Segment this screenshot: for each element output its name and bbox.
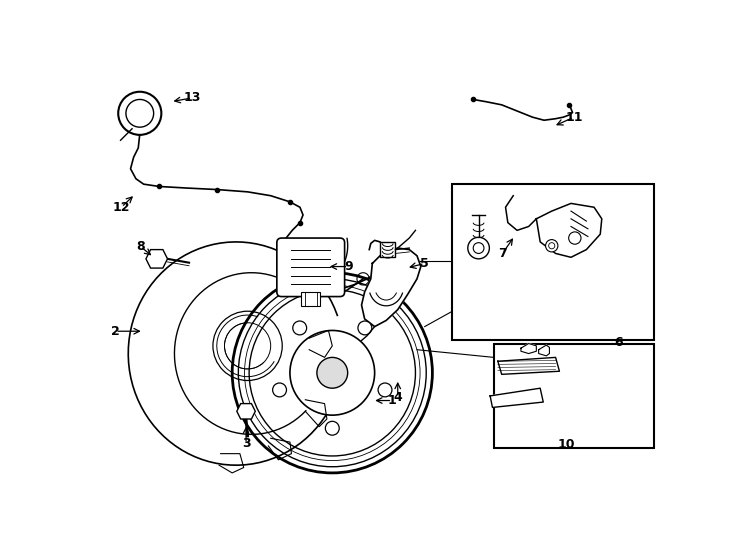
- Text: 12: 12: [112, 201, 130, 214]
- Circle shape: [358, 321, 372, 335]
- Bar: [302, 292, 320, 306]
- Polygon shape: [146, 249, 167, 268]
- Text: 4: 4: [393, 391, 402, 404]
- Text: 11: 11: [565, 111, 583, 124]
- Bar: [452, 184, 654, 340]
- Polygon shape: [537, 204, 602, 257]
- Circle shape: [118, 92, 161, 135]
- Circle shape: [325, 421, 339, 435]
- Circle shape: [290, 330, 374, 415]
- Bar: [494, 343, 654, 448]
- Polygon shape: [539, 345, 550, 356]
- Polygon shape: [362, 248, 421, 327]
- Text: 7: 7: [498, 247, 507, 260]
- Text: 13: 13: [184, 91, 201, 104]
- Text: 2: 2: [111, 325, 120, 338]
- Text: 1: 1: [388, 394, 396, 407]
- Polygon shape: [498, 357, 559, 374]
- Circle shape: [545, 240, 558, 252]
- Polygon shape: [237, 403, 255, 419]
- Polygon shape: [521, 343, 537, 354]
- Circle shape: [569, 232, 581, 244]
- Circle shape: [468, 237, 490, 259]
- Circle shape: [293, 321, 307, 335]
- FancyBboxPatch shape: [277, 238, 344, 296]
- Text: 5: 5: [421, 257, 429, 270]
- Text: 6: 6: [614, 335, 623, 348]
- Text: 8: 8: [137, 240, 145, 253]
- Bar: [380, 242, 396, 257]
- Text: 3: 3: [241, 437, 250, 450]
- Text: 10: 10: [558, 438, 575, 451]
- Circle shape: [272, 383, 286, 397]
- Circle shape: [378, 383, 392, 397]
- Text: 9: 9: [344, 260, 353, 273]
- Circle shape: [317, 357, 348, 388]
- Polygon shape: [490, 388, 543, 408]
